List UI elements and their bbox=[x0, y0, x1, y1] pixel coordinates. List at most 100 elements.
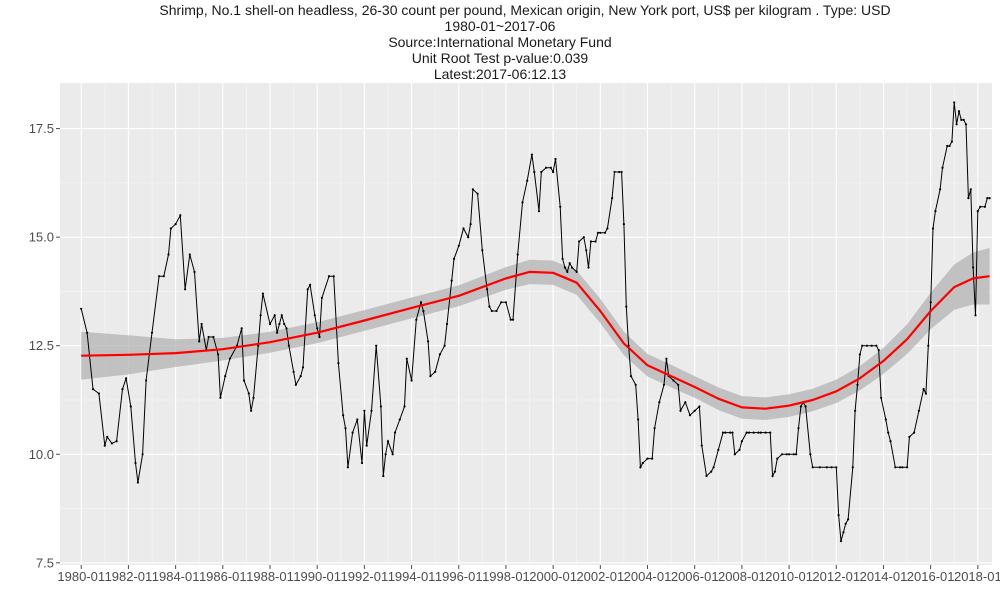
x-tick-label: 2002-01 bbox=[576, 569, 624, 584]
data-point bbox=[365, 444, 368, 447]
data-point bbox=[471, 188, 474, 191]
data-point bbox=[908, 435, 911, 438]
data-point bbox=[677, 383, 680, 386]
data-point bbox=[169, 227, 172, 230]
data-point bbox=[283, 322, 286, 326]
data-point bbox=[318, 335, 321, 339]
data-point bbox=[587, 266, 590, 269]
data-point bbox=[752, 431, 755, 434]
data-point bbox=[854, 409, 857, 412]
x-tick-label: 2014-01 bbox=[860, 569, 908, 584]
data-point bbox=[922, 388, 925, 391]
data-point bbox=[764, 431, 767, 434]
data-point bbox=[242, 379, 246, 382]
data-point bbox=[351, 431, 354, 434]
data-point bbox=[306, 288, 309, 291]
y-tick-label: 15.0 bbox=[29, 230, 54, 245]
data-point bbox=[316, 327, 319, 330]
data-point bbox=[356, 418, 359, 421]
data-point bbox=[974, 314, 977, 317]
data-point bbox=[771, 474, 774, 478]
data-point bbox=[931, 227, 935, 230]
data-point bbox=[653, 427, 656, 430]
data-point bbox=[795, 453, 798, 456]
data-point bbox=[847, 518, 850, 521]
data-point bbox=[332, 275, 335, 278]
data-point bbox=[700, 444, 703, 447]
data-point bbox=[953, 101, 956, 104]
data-point bbox=[445, 322, 449, 326]
data-point bbox=[757, 431, 760, 434]
data-point bbox=[410, 379, 413, 382]
chart-subtitle-latest: Latest:2017-06:12.13 bbox=[433, 66, 567, 82]
y-tick-label: 7.5 bbox=[36, 555, 54, 570]
data-point bbox=[252, 396, 255, 399]
series-line bbox=[80, 102, 990, 542]
x-tick-label: 2010-01 bbox=[765, 569, 813, 584]
chart-subtitle-source: Source:International Monetary Fund bbox=[388, 34, 612, 50]
data-point bbox=[115, 440, 118, 443]
data-point bbox=[103, 444, 106, 447]
data-point bbox=[121, 388, 124, 391]
data-point bbox=[91, 388, 95, 391]
data-point bbox=[929, 301, 932, 304]
data-point bbox=[106, 435, 109, 438]
data-point bbox=[504, 301, 507, 304]
data-point bbox=[552, 170, 555, 174]
data-point bbox=[398, 418, 401, 421]
data-point bbox=[370, 409, 373, 412]
y-tick-label: 12.5 bbox=[29, 338, 54, 353]
data-point bbox=[486, 288, 489, 291]
data-point bbox=[188, 253, 191, 256]
data-point bbox=[776, 457, 779, 460]
data-point bbox=[184, 288, 187, 291]
data-point bbox=[948, 144, 951, 148]
x-tick-label: 2018-01 bbox=[954, 569, 1000, 584]
data-point bbox=[212, 335, 215, 339]
data-point bbox=[292, 370, 295, 373]
data-point bbox=[924, 392, 928, 395]
data-point bbox=[429, 375, 432, 378]
data-point bbox=[731, 431, 734, 434]
data-point bbox=[613, 170, 616, 174]
data-point bbox=[268, 322, 272, 326]
x-axis: 1980-01 1982-01 1984-01 1986-01 1988-01 1990-… bbox=[57, 565, 1000, 584]
y-tick-label: 17.5 bbox=[29, 121, 54, 136]
data-point bbox=[717, 448, 720, 451]
data-point bbox=[837, 514, 840, 517]
data-point bbox=[960, 118, 963, 121]
x-tick-label: 1996-01 bbox=[435, 569, 483, 584]
data-point bbox=[641, 461, 644, 465]
x-tick-label: 2012-01 bbox=[812, 569, 860, 584]
data-point bbox=[983, 205, 987, 208]
data-point bbox=[887, 431, 890, 434]
data-point bbox=[207, 335, 210, 339]
data-point bbox=[469, 223, 472, 226]
x-tick-label: 2016-01 bbox=[907, 569, 955, 584]
data-point bbox=[759, 431, 762, 434]
data-point bbox=[724, 431, 727, 434]
data-point bbox=[217, 353, 220, 356]
data-point bbox=[946, 144, 949, 148]
data-point bbox=[662, 383, 666, 386]
data-point bbox=[856, 383, 859, 386]
data-point bbox=[877, 349, 880, 352]
data-point bbox=[976, 210, 979, 213]
data-point bbox=[568, 262, 571, 265]
data-point bbox=[927, 344, 930, 347]
data-point bbox=[842, 531, 845, 534]
data-point bbox=[545, 166, 548, 169]
data-point bbox=[450, 279, 453, 282]
data-point bbox=[422, 309, 425, 313]
data-point bbox=[301, 366, 305, 369]
data-point bbox=[294, 383, 297, 386]
data-point bbox=[259, 314, 262, 317]
data-point bbox=[729, 431, 732, 434]
data-point bbox=[97, 392, 100, 395]
x-tick-label: 1980-01 bbox=[57, 569, 105, 584]
data-point bbox=[495, 309, 498, 313]
plot-panel bbox=[60, 83, 992, 565]
data-point bbox=[599, 231, 602, 234]
data-point bbox=[344, 427, 347, 430]
data-point bbox=[955, 123, 958, 126]
